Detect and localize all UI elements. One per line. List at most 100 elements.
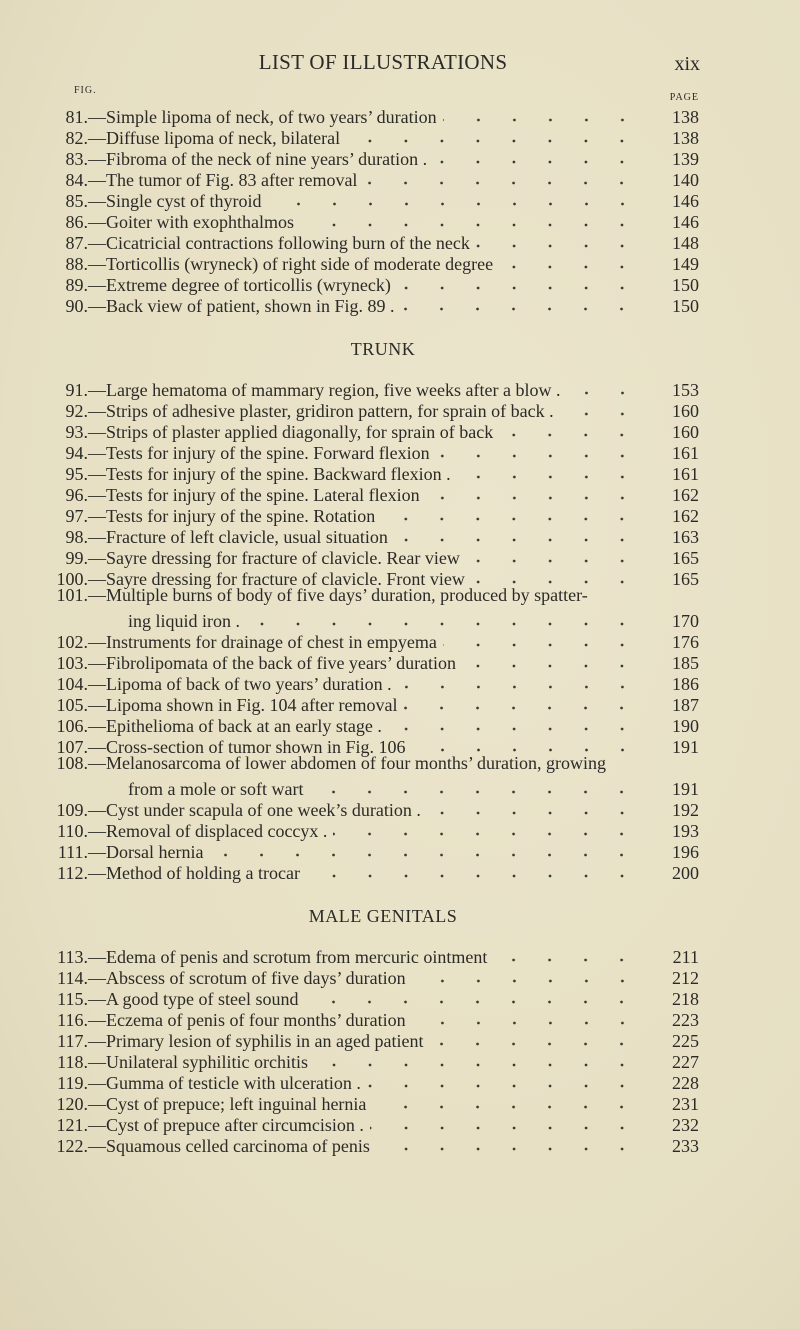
dot-leader	[346, 123, 640, 144]
dot-leader	[366, 1068, 640, 1089]
figure-number: 81.	[65, 107, 89, 127]
list-entry: 115. —A good type of steel sound 218	[0, 984, 800, 1009]
figure-number: 118.	[57, 1052, 88, 1072]
dot-leader	[309, 774, 640, 795]
list-entry: 95. —Tests for injury of the spine. Backw…	[0, 459, 800, 484]
dot-leader	[566, 375, 640, 396]
figure-number: 120.	[56, 1094, 89, 1114]
list-entry: 98. —Fracture of left clavicle, usual sit…	[0, 522, 800, 547]
page-number: 192	[672, 800, 699, 820]
figure-caption: —Tests for injury of the spine. Forward …	[88, 443, 430, 463]
dot-leader	[313, 1047, 640, 1068]
figure-caption: —Strips of plaster applied diagonally, f…	[88, 422, 494, 442]
figure-caption: —Simple lipoma of neck, of two years’ du…	[88, 107, 437, 127]
list-entry: 101. —Multiple burns of body of five days…	[0, 585, 800, 606]
page-number: 196	[672, 842, 699, 862]
figure-number: 110.	[57, 821, 88, 841]
page-number: 176	[672, 632, 699, 652]
dot-leader	[304, 984, 640, 1005]
page-number: 153	[672, 380, 699, 400]
dot-leader	[333, 816, 640, 837]
dot-leader	[381, 501, 640, 522]
dot-leader	[442, 102, 640, 123]
figure-number: 111.	[57, 842, 88, 862]
page-number: 186	[672, 674, 699, 694]
list-entry: 110. —Removal of displaced coccyx . 193	[0, 816, 800, 841]
page-column-head: PAGE	[669, 92, 699, 103]
page-number: 163	[672, 527, 699, 547]
figure-number: 95.	[65, 464, 89, 484]
page-number: 162	[672, 506, 699, 526]
dot-leader	[403, 690, 640, 711]
figure-number: 107.	[56, 737, 89, 757]
dot-leader	[429, 1026, 640, 1047]
figure-caption: —Fracture of left clavicle, usual situat…	[88, 527, 388, 547]
list-entry: 90. —Back view of patient, shown in Fig. …	[0, 291, 800, 316]
page-number: 187	[672, 695, 699, 715]
list-entry: 92. —Strips of adhesive plaster, gridiron…	[0, 396, 800, 421]
page-number: 170	[672, 611, 699, 631]
figure-number: 113.	[57, 947, 88, 967]
figure-caption: —Fibrolipomata of the back of five years…	[88, 653, 457, 673]
figure-number: 96.	[65, 485, 89, 505]
page-number: 160	[672, 401, 699, 421]
dot-leader	[499, 249, 640, 270]
figure-number: 97.	[65, 506, 89, 526]
figure-number: 94.	[65, 443, 89, 463]
list-entry: 83. —Fibroma of the neck of nine years’ d…	[0, 144, 800, 169]
figure-caption: —Multiple burns of body of five days’ du…	[88, 585, 588, 605]
figure-caption: —Sayre dressing for fracture of clavicle…	[88, 548, 460, 568]
list-entry: 102. —Instruments for drainage of chest i…	[0, 627, 800, 652]
list-entry: 108. —Melanosarcoma of lower abdomen of f…	[0, 753, 800, 774]
figure-caption: —Strips of adhesive plaster, gridiron pa…	[88, 401, 554, 421]
figure-caption: —Cicatricial contractions following burn…	[88, 233, 470, 253]
figure-number: 93.	[65, 422, 89, 442]
figure-caption: —Melanosarcoma of lower abdomen of four …	[88, 753, 607, 773]
page-number: 150	[672, 275, 699, 295]
figure-caption: —Tests for injury of the spine. Rotation	[88, 506, 376, 526]
figure-caption: —Large hematoma of mammary region, five …	[88, 380, 561, 400]
list-entry: 104. —Lipoma of back of two years’ durati…	[0, 669, 800, 694]
list-entry: 122. —Squamous celled carcinoma of penis 2…	[0, 1131, 800, 1156]
page-number: 212	[672, 968, 699, 988]
figure-number: 116.	[57, 1010, 88, 1030]
list-entry: 109. —Cyst under scapula of one week’s du…	[0, 795, 800, 820]
page-number: 225	[672, 1031, 699, 1051]
figure-caption: —Lipoma shown in Fig. 104 after removal	[88, 695, 398, 715]
page-number: 146	[672, 191, 699, 211]
list-entry-continuation: from a mole or soft wart 191	[0, 774, 800, 799]
dot-leader	[493, 942, 640, 963]
figure-caption: —Eczema of penis of four months’ duratio…	[88, 1010, 406, 1030]
figure-caption: —Single cyst of thyroid	[88, 191, 262, 211]
page-number: 139	[672, 149, 699, 169]
page-number: 223	[672, 1010, 699, 1030]
list-entry: 114. —Abscess of scrotum of five days’ du…	[0, 963, 800, 988]
figure-caption: —Cross-section of tumor shown in Fig. 10…	[88, 737, 406, 757]
dot-leader	[396, 270, 640, 291]
page-number: 148	[672, 233, 699, 253]
figure-caption: —The tumor of Fig. 83 after removal	[88, 170, 358, 190]
figure-caption: —Epithelioma of back at an early stage .	[88, 716, 382, 736]
page-number: 140	[672, 170, 699, 190]
figure-number: 122.	[56, 1136, 89, 1156]
list-entry: 86. —Goiter with exophthalmos 146	[0, 207, 800, 232]
list-entry: 121. —Cyst of prepuce after circumcision …	[0, 1110, 800, 1135]
page-number: 138	[672, 128, 699, 148]
list-entry: 85. —Single cyst of thyroid 146	[0, 186, 800, 211]
list-entry: 87. —Cicatricial contractions following b…	[0, 228, 800, 253]
page-number: 165	[672, 548, 699, 568]
dot-leader	[475, 228, 640, 249]
list-entry: 94. —Tests for injury of the spine. Forwa…	[0, 438, 800, 463]
dot-leader	[456, 459, 640, 480]
figure-number: 109.	[56, 800, 89, 820]
dot-leader	[375, 1131, 640, 1152]
figure-number: 84.	[65, 170, 89, 190]
list-entry: 93. —Strips of plaster applied diagonally…	[0, 417, 800, 442]
figure-caption: —Gumma of testicle with ulceration .	[88, 1073, 361, 1093]
figure-number: 103.	[56, 653, 89, 673]
figure-number: 98.	[65, 527, 89, 547]
page-number: 190	[672, 716, 699, 736]
page-number: 200	[672, 863, 699, 883]
dot-leader	[400, 291, 640, 312]
